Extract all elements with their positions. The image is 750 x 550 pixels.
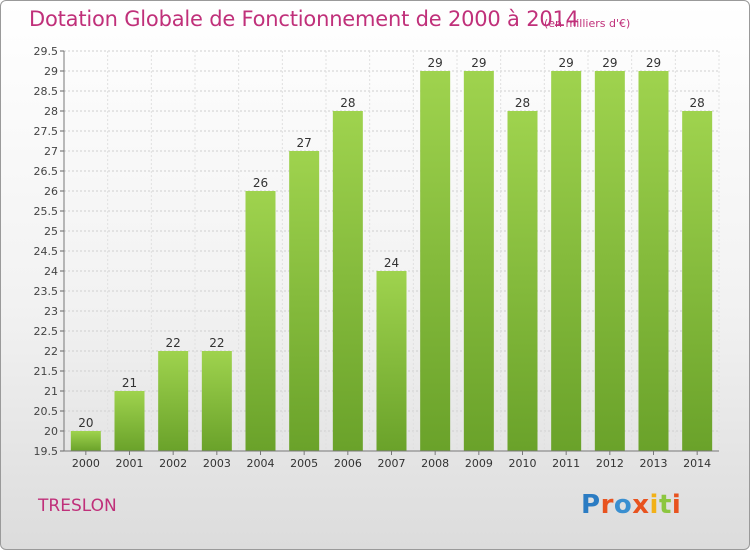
x-tick-label: 2001 bbox=[116, 457, 144, 470]
logo-letter: o bbox=[613, 490, 633, 520]
bar-2001 bbox=[114, 391, 145, 451]
bar-value-label: 21 bbox=[122, 376, 137, 390]
y-tick-label: 29.5 bbox=[34, 45, 59, 58]
y-tick-label: 27.5 bbox=[34, 125, 59, 138]
bar-2007 bbox=[376, 271, 407, 451]
bar-2014 bbox=[682, 111, 713, 451]
y-tick-label: 23.5 bbox=[34, 285, 59, 298]
x-tick-label: 2000 bbox=[72, 457, 100, 470]
bar-value-label: 29 bbox=[602, 56, 617, 70]
y-tick-label: 23 bbox=[44, 305, 58, 318]
bar-value-label: 28 bbox=[340, 96, 355, 110]
y-tick-label: 26 bbox=[44, 185, 58, 198]
y-tick-label: 28.5 bbox=[34, 85, 59, 98]
bar-2006 bbox=[332, 111, 363, 451]
bar-2005 bbox=[289, 151, 320, 451]
bar-2003 bbox=[201, 351, 232, 451]
x-tick-label: 2002 bbox=[159, 457, 187, 470]
x-tick-label: 2007 bbox=[378, 457, 406, 470]
y-tick-label: 22 bbox=[44, 345, 58, 358]
chart-unit: (en milliers d'€) bbox=[544, 17, 631, 30]
bar-2013 bbox=[638, 71, 669, 451]
bar-value-label: 29 bbox=[646, 56, 661, 70]
x-tick-label: 2004 bbox=[247, 457, 275, 470]
y-tick-label: 26.5 bbox=[34, 165, 59, 178]
bar-2010 bbox=[507, 111, 538, 451]
bar-2009 bbox=[463, 71, 494, 451]
x-tick-label: 2012 bbox=[596, 457, 624, 470]
bar-value-label: 29 bbox=[471, 56, 486, 70]
proxiti-logo: Proxiti bbox=[581, 490, 681, 520]
bar-2011 bbox=[551, 71, 582, 451]
bar-2000 bbox=[70, 431, 101, 451]
logo-letter: r bbox=[600, 490, 614, 520]
y-tick-label: 19.5 bbox=[34, 445, 59, 458]
x-tick-label: 2014 bbox=[683, 457, 711, 470]
y-tick-label: 24 bbox=[44, 265, 58, 278]
y-tick-label: 21.5 bbox=[34, 365, 59, 378]
bar-2004 bbox=[245, 191, 276, 451]
x-tick-label: 2005 bbox=[290, 457, 318, 470]
x-tick-label: 2006 bbox=[334, 457, 362, 470]
y-tick-label: 25 bbox=[44, 225, 58, 238]
y-tick-label: 21 bbox=[44, 385, 58, 398]
bar-value-label: 24 bbox=[384, 256, 399, 270]
commune-name: TRESLON bbox=[38, 496, 117, 516]
logo-letter: x bbox=[632, 490, 650, 520]
bar-value-label: 26 bbox=[253, 176, 268, 190]
x-tick-label: 2009 bbox=[465, 457, 493, 470]
bar-value-label: 22 bbox=[209, 336, 224, 350]
bar-value-label: 29 bbox=[559, 56, 574, 70]
bar-value-label: 28 bbox=[690, 96, 705, 110]
logo-letter: t bbox=[658, 490, 672, 520]
logo-letter: i bbox=[671, 490, 682, 520]
bar-value-label: 28 bbox=[515, 96, 530, 110]
bar-2002 bbox=[158, 351, 189, 451]
bar-value-label: 27 bbox=[297, 136, 312, 150]
x-tick-label: 2008 bbox=[421, 457, 449, 470]
y-tick-label: 25.5 bbox=[34, 205, 59, 218]
bar-value-label: 29 bbox=[428, 56, 443, 70]
bar-2008 bbox=[420, 71, 451, 451]
bar-value-label: 22 bbox=[166, 336, 181, 350]
chart-title: Dotation Globale de Fonctionnement de 20… bbox=[29, 7, 579, 31]
x-tick-label: 2013 bbox=[640, 457, 668, 470]
x-tick-label: 2010 bbox=[509, 457, 537, 470]
y-tick-label: 22.5 bbox=[34, 325, 59, 338]
y-tick-label: 20 bbox=[44, 425, 58, 438]
x-tick-label: 2011 bbox=[552, 457, 580, 470]
y-tick-label: 24.5 bbox=[34, 245, 59, 258]
y-tick-label: 27 bbox=[44, 145, 58, 158]
y-tick-label: 28 bbox=[44, 105, 58, 118]
x-tick-label: 2003 bbox=[203, 457, 231, 470]
bar-value-label: 20 bbox=[78, 416, 93, 430]
logo-letter: i bbox=[649, 490, 659, 520]
y-tick-label: 29 bbox=[44, 65, 58, 78]
logo-letter: P bbox=[581, 490, 601, 520]
y-tick-label: 20.5 bbox=[34, 405, 59, 418]
bar-2012 bbox=[594, 71, 625, 451]
